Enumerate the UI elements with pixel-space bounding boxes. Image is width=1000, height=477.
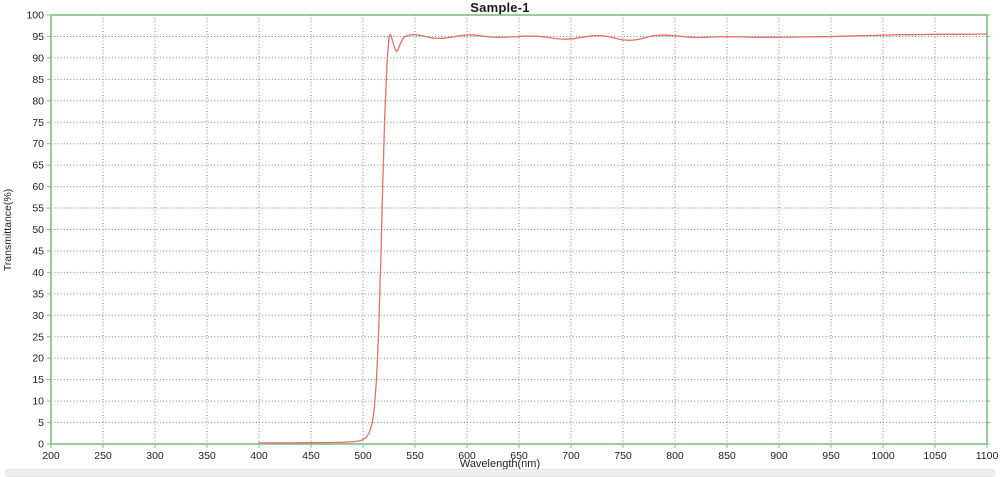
svg-text:20: 20	[32, 353, 44, 365]
svg-text:350: 350	[198, 450, 216, 462]
svg-text:800: 800	[666, 450, 684, 462]
svg-text:30: 30	[32, 310, 44, 322]
svg-text:600: 600	[458, 450, 476, 462]
tick-marks	[47, 14, 990, 448]
svg-text:1100: 1100	[976, 450, 999, 462]
svg-text:900: 900	[770, 450, 788, 462]
svg-text:1000: 1000	[871, 450, 895, 462]
svg-text:40: 40	[32, 267, 44, 279]
transmittance-curve	[258, 33, 988, 444]
svg-text:650: 650	[510, 450, 528, 462]
svg-text:750: 750	[614, 450, 632, 462]
chart-title: Sample-1	[470, 0, 530, 15]
svg-text:300: 300	[146, 450, 164, 462]
svg-text:45: 45	[32, 245, 44, 257]
x-tick-labels: 200 250 300 350 400 450 500 550 600 650 700 750 800 8…	[42, 450, 998, 462]
y-tick-labels: 0 5 10 15 20 25 30 35 40 45 50 55 60 65 70 75 80 85 90 95 10…	[26, 10, 44, 451]
svg-text:950: 950	[822, 450, 840, 462]
svg-text:15: 15	[32, 374, 44, 386]
svg-text:90: 90	[32, 52, 44, 64]
svg-text:70: 70	[32, 138, 44, 150]
svg-text:25: 25	[32, 331, 44, 343]
gridlines	[51, 15, 987, 444]
svg-text:55: 55	[32, 203, 44, 215]
svg-text:1050: 1050	[923, 450, 947, 462]
svg-text:700: 700	[562, 450, 580, 462]
svg-text:250: 250	[94, 450, 112, 462]
svg-text:75: 75	[32, 117, 44, 129]
svg-text:60: 60	[32, 181, 44, 193]
svg-text:35: 35	[32, 288, 44, 300]
svg-text:100: 100	[26, 10, 44, 22]
horizontal-scrollbar[interactable]	[5, 469, 995, 477]
svg-text:95: 95	[32, 31, 44, 43]
svg-text:500: 500	[354, 450, 372, 462]
svg-text:5: 5	[38, 417, 44, 429]
svg-text:85: 85	[32, 74, 44, 86]
svg-text:850: 850	[718, 450, 736, 462]
svg-text:450: 450	[302, 450, 320, 462]
x-axis-label: Wavelength(nm)	[459, 458, 541, 470]
svg-text:10: 10	[32, 396, 44, 408]
svg-text:550: 550	[406, 450, 424, 462]
svg-text:65: 65	[32, 160, 44, 172]
svg-text:50: 50	[32, 224, 44, 236]
svg-text:200: 200	[42, 450, 60, 462]
svg-text:80: 80	[32, 95, 44, 107]
svg-text:400: 400	[250, 450, 268, 462]
svg-text:0: 0	[38, 439, 44, 451]
